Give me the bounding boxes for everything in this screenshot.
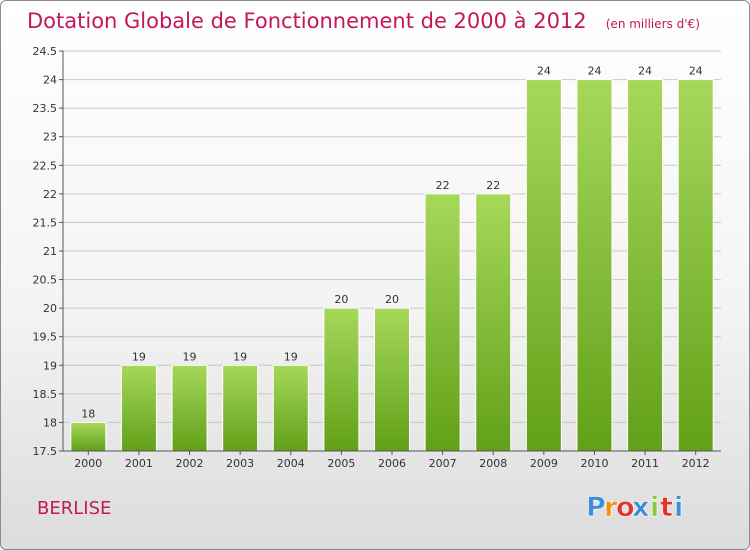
bar-value-label: 22 <box>436 179 450 192</box>
bar <box>525 79 562 452</box>
title-row: Dotation Globale de Fonctionnement de 20… <box>27 9 700 33</box>
labels: 17.5 18 18.5 19 19.5 20 20.5 21 21.5 22 22.5 23 23.5… <box>33 45 710 470</box>
x-tick-label: 2009 <box>530 457 558 470</box>
y-tick-label: 20.5 <box>33 274 58 287</box>
bar-value-label: 24 <box>638 65 652 78</box>
commune-name: BERLISE <box>37 498 112 519</box>
logo-letter: o <box>616 492 635 523</box>
x-tick-label: 2011 <box>631 457 659 470</box>
y-tick-label: 23.5 <box>33 102 58 115</box>
chart-unit-label: (en milliers d'€) <box>605 17 700 31</box>
x-tick-label: 2004 <box>277 457 305 470</box>
bars <box>70 79 714 452</box>
bar <box>576 79 613 452</box>
logo-letter: r <box>604 492 618 523</box>
x-tick-label: 2007 <box>429 457 457 470</box>
y-tick-label: 20 <box>43 302 57 315</box>
bar <box>677 79 714 452</box>
bar-value-label: 19 <box>284 350 298 363</box>
bar <box>323 307 360 452</box>
bar <box>222 364 259 452</box>
x-tick-label: 2002 <box>176 457 204 470</box>
x-tick-label: 2010 <box>580 457 608 470</box>
x-tick-label: 2006 <box>378 457 406 470</box>
logo-letter: i <box>674 492 683 523</box>
chart-title: Dotation Globale de Fonctionnement de 20… <box>27 9 587 33</box>
y-tick-label: 21.5 <box>33 216 58 229</box>
y-tick-label: 24.5 <box>33 45 58 58</box>
y-tick-label: 19 <box>43 359 57 372</box>
bar-value-label: 19 <box>183 350 197 363</box>
logo-letter: i <box>650 492 659 523</box>
bar-value-label: 19 <box>233 350 247 363</box>
bar <box>171 364 208 452</box>
x-tick-label: 2008 <box>479 457 507 470</box>
x-tick-label: 2012 <box>682 457 710 470</box>
bar <box>120 364 157 452</box>
y-tick-label: 23 <box>43 131 57 144</box>
x-tick-label: 2003 <box>226 457 254 470</box>
axes <box>59 50 721 455</box>
bar-value-label: 18 <box>81 407 95 420</box>
bar <box>272 364 309 452</box>
y-tick-label: 22 <box>43 188 57 201</box>
x-tick-label: 2001 <box>125 457 153 470</box>
bar <box>627 79 664 452</box>
y-tick-label: 21 <box>43 245 57 258</box>
logo-letter: t <box>660 492 673 523</box>
bar-value-label: 24 <box>537 65 551 78</box>
logo-letter: P <box>586 492 606 523</box>
y-tick-label: 22.5 <box>33 159 58 172</box>
bar-value-label: 24 <box>689 65 703 78</box>
x-tick-label: 2005 <box>327 457 355 470</box>
bar-value-label: 24 <box>587 65 601 78</box>
bar <box>424 193 461 452</box>
y-tick-label: 19.5 <box>33 331 58 344</box>
logo-letter: x <box>632 492 649 523</box>
bar <box>70 421 107 452</box>
bar-value-label: 22 <box>486 179 500 192</box>
y-tick-label: 18 <box>43 416 57 429</box>
bar-value-label: 19 <box>132 350 146 363</box>
y-tick-label: 17.5 <box>33 445 58 458</box>
y-tick-label: 18.5 <box>33 388 58 401</box>
x-tick-label: 2000 <box>74 457 102 470</box>
y-tick-label: 24 <box>43 74 57 87</box>
bar <box>475 193 512 452</box>
bar-value-label: 20 <box>334 293 348 306</box>
bar <box>374 307 410 452</box>
bar-value-label: 20 <box>385 293 399 306</box>
